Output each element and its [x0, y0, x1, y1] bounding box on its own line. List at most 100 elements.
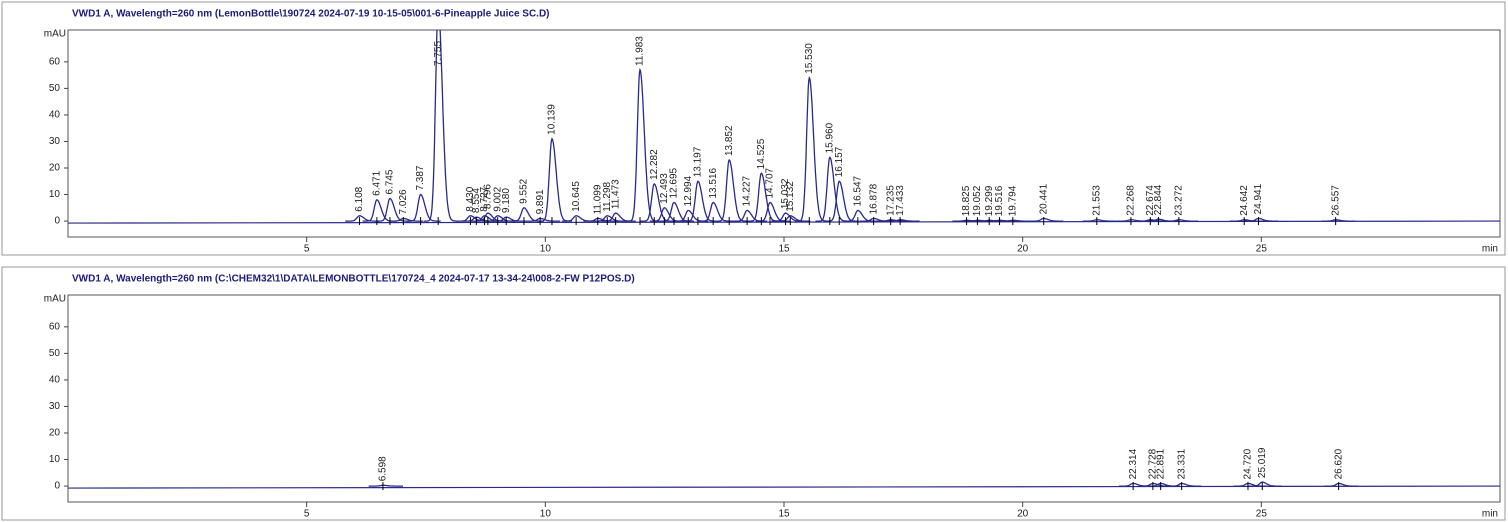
x-tick-label: 20: [1017, 244, 1029, 255]
y-axis-label: mAU: [44, 29, 66, 40]
peak-label: 12.994: [683, 175, 694, 206]
peak: [1136, 219, 1170, 222]
peak: [1082, 219, 1117, 222]
panel-title: VWD1 A, Wavelength=260 nm (C:\CHEM32\1\D…: [72, 274, 635, 285]
peak: [1321, 219, 1356, 222]
x-tick-label: 25: [1256, 244, 1268, 255]
peak-label: 24.720: [1243, 448, 1254, 479]
peak-label: 15.530: [804, 43, 815, 74]
peak-label: 10.645: [571, 181, 582, 212]
peak: [698, 201, 734, 222]
peak-label: 7.026: [398, 189, 409, 214]
peak-label: 21.553: [1091, 185, 1102, 216]
peak-label: 26.557: [1330, 185, 1341, 216]
x-axis-label: min: [1482, 509, 1498, 520]
peak-label: 9.002: [492, 186, 503, 211]
y-tick-label: 0: [54, 216, 60, 227]
peak: [1138, 482, 1173, 487]
peak-label: 16.878: [868, 183, 879, 214]
peak-label: 10.139: [547, 104, 558, 135]
peak-label: 16.547: [852, 175, 863, 206]
y-tick-label: 40: [49, 375, 61, 386]
x-tick-label: 20: [1017, 509, 1029, 520]
peak-label: 12.695: [669, 167, 680, 198]
peak: [1167, 482, 1202, 487]
y-axis-label: mAU: [44, 294, 66, 305]
peak: [639, 183, 675, 222]
peak-label: 22.844: [1153, 184, 1164, 215]
peak-label: 13.852: [724, 125, 735, 156]
peak-label: 11.473: [610, 179, 621, 209]
y-tick-label: 0: [54, 481, 60, 492]
peak: [795, 75, 830, 222]
peak-label: 22.268: [1126, 185, 1137, 216]
peak-label: 6.745: [385, 169, 396, 194]
peak: [1164, 219, 1199, 222]
peak-label: 22.891: [1155, 448, 1166, 479]
peak: [885, 219, 920, 222]
peak-label: 13.197: [693, 146, 704, 177]
peak: [375, 197, 410, 222]
peak-label: 25.019: [1257, 447, 1268, 478]
x-tick-label: 5: [304, 509, 310, 520]
peak-label: 8.430: [465, 186, 476, 211]
peak-label: 8.554: [471, 188, 482, 213]
peak: [525, 217, 561, 222]
peak-label: 12.493: [659, 173, 670, 204]
y-tick-label: 50: [49, 348, 61, 359]
y-tick-label: 60: [49, 321, 61, 332]
y-tick-label: 50: [49, 83, 61, 94]
peak-label: 14.525: [756, 138, 767, 169]
y-tick-label: 10: [49, 454, 61, 465]
y-tick-label: 20: [49, 163, 61, 174]
peak-label: 14.227: [742, 175, 753, 206]
peak-label: 14.707: [765, 167, 776, 198]
x-tick-label: 25: [1256, 509, 1268, 520]
peak-label: 9.552: [519, 178, 530, 203]
y-tick-label: 40: [49, 110, 61, 121]
peak-label: 12.282: [649, 149, 660, 180]
peak-label: 19.794: [1007, 185, 1018, 216]
peak-label: 8.796: [483, 184, 494, 209]
x-tick-label: 10: [540, 509, 552, 520]
plot-area: [67, 29, 1501, 238]
x-tick-label: 15: [778, 509, 790, 520]
x-axis-label: min: [1482, 244, 1498, 255]
peak: [1247, 481, 1282, 487]
peak: [423, 30, 459, 222]
peak-label: 26.620: [1333, 448, 1344, 479]
peak-label: 6.108: [354, 186, 365, 211]
panel-title: VWD1 A, Wavelength=260 nm (LemonBottle\1…: [72, 9, 550, 20]
peak: [776, 215, 811, 222]
peak-label: 17.235: [885, 185, 896, 216]
peak: [345, 215, 380, 222]
peak: [1324, 482, 1359, 487]
peak-label: 19.052: [972, 185, 983, 216]
y-tick-label: 30: [49, 401, 61, 412]
peak: [985, 219, 1020, 222]
peak: [998, 219, 1033, 222]
peak-label: 17.433: [895, 185, 906, 216]
peak-label: 22.674: [1145, 185, 1156, 216]
trace: [68, 481, 1500, 489]
peak-label: 15.960: [824, 122, 835, 153]
peak-label: 19.299: [984, 185, 995, 216]
y-tick-label: 60: [49, 56, 61, 67]
peak-label: 8.727: [479, 186, 490, 211]
peak-label: 16.157: [834, 146, 845, 177]
peak: [368, 484, 403, 487]
peak: [406, 193, 441, 222]
peak-label: 22.728: [1148, 448, 1159, 479]
peak: [389, 217, 424, 222]
peak-label: 24.941: [1253, 183, 1264, 214]
peak: [593, 215, 628, 222]
peak-label: 6.471: [372, 170, 383, 195]
x-tick-label: 5: [304, 244, 310, 255]
peak: [843, 209, 878, 222]
peak: [683, 180, 718, 222]
y-tick-label: 20: [49, 428, 61, 439]
plot-area: [67, 294, 1501, 503]
peak-label: 23.331: [1176, 448, 1187, 479]
peak: [824, 180, 859, 222]
